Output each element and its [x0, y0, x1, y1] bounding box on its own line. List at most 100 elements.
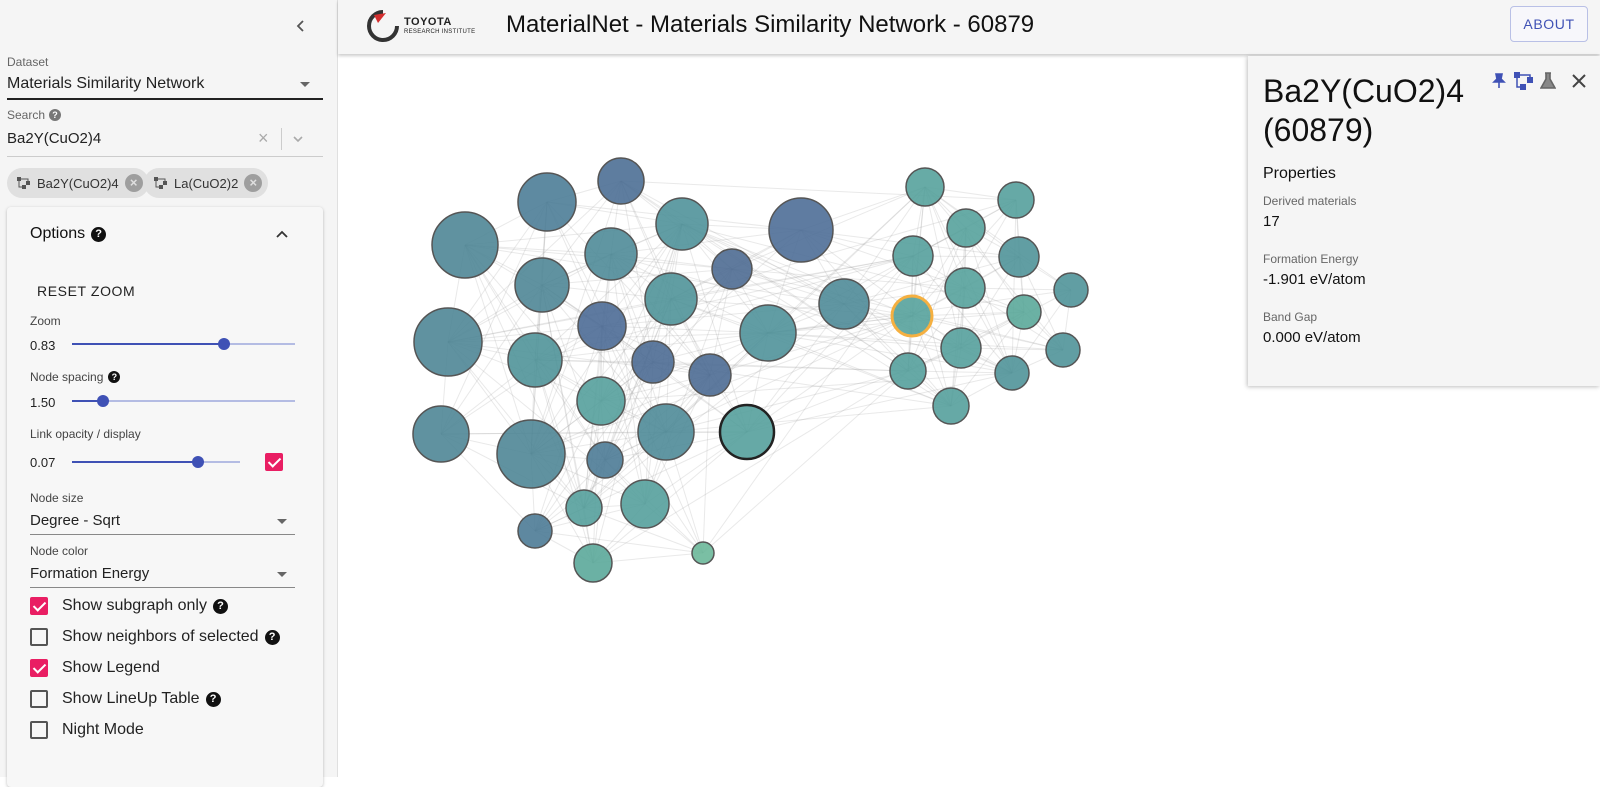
- close-icon[interactable]: [1570, 72, 1588, 90]
- detail-actions: [1490, 72, 1588, 90]
- material-node[interactable]: [597, 157, 645, 205]
- page-title: MaterialNet - Materials Similarity Netwo…: [506, 11, 1035, 38]
- material-node[interactable]: [691, 541, 715, 565]
- material-node[interactable]: [711, 248, 753, 290]
- material-node[interactable]: [1053, 272, 1089, 308]
- material-node[interactable]: [644, 272, 698, 326]
- dropdown-arrow-icon[interactable]: [277, 572, 287, 577]
- night-mode-row[interactable]: Night Mode: [30, 721, 144, 739]
- material-node[interactable]: [655, 197, 709, 251]
- material-node[interactable]: [431, 211, 499, 279]
- material-node[interactable]: [932, 387, 970, 425]
- chevron-down-icon[interactable]: [292, 134, 304, 144]
- node-size-select[interactable]: Degree - Sqrt: [30, 512, 121, 529]
- material-node[interactable]: [718, 403, 776, 461]
- material-node[interactable]: [631, 340, 675, 384]
- selected-material-node[interactable]: [890, 294, 934, 338]
- help-icon[interactable]: ?: [108, 371, 121, 383]
- about-button[interactable]: ABOUT: [1510, 6, 1588, 42]
- graph-link: [644, 298, 672, 505]
- show-lineup-row[interactable]: Show LineUp Table ?: [30, 690, 221, 708]
- show-legend-checkbox[interactable]: [30, 659, 48, 677]
- material-node[interactable]: [818, 278, 870, 330]
- material-node[interactable]: [496, 419, 566, 489]
- material-node[interactable]: [584, 227, 638, 281]
- material-node[interactable]: [688, 353, 732, 397]
- collapse-sidebar-button[interactable]: [289, 14, 313, 38]
- chip-material[interactable]: La(CuO2)2 ×: [144, 168, 269, 198]
- material-node[interactable]: [514, 257, 570, 313]
- show-subgraph-checkbox[interactable]: [30, 597, 48, 615]
- material-node[interactable]: [889, 352, 927, 390]
- show-neighbors-row[interactable]: Show neighbors of selected ?: [30, 628, 280, 646]
- zoom-slider-thumb[interactable]: [217, 338, 230, 350]
- chip-material[interactable]: Ba2Y(CuO2)4 ×: [7, 168, 149, 198]
- show-neighbors-checkbox[interactable]: [30, 628, 48, 646]
- material-node[interactable]: [576, 376, 626, 426]
- material-node[interactable]: [946, 208, 986, 248]
- material-node[interactable]: [994, 355, 1030, 391]
- material-node[interactable]: [1006, 294, 1042, 330]
- graph-link: [541, 284, 606, 461]
- link-opacity-slider-thumb[interactable]: [192, 456, 204, 468]
- graph-nodes[interactable]: [412, 157, 1089, 583]
- search-input[interactable]: Ba2Y(CuO2)4: [7, 130, 102, 147]
- help-icon[interactable]: ?: [91, 226, 107, 242]
- chip-remove-icon[interactable]: ×: [244, 174, 263, 192]
- material-node[interactable]: [412, 405, 470, 463]
- link-opacity-slider[interactable]: [72, 456, 240, 468]
- help-icon[interactable]: ?: [49, 109, 62, 121]
- node-color-select[interactable]: Formation Energy: [30, 565, 150, 582]
- material-node[interactable]: [620, 479, 670, 529]
- material-node[interactable]: [892, 235, 934, 277]
- show-legend-row[interactable]: Show Legend: [30, 659, 160, 677]
- help-icon[interactable]: ?: [264, 629, 280, 645]
- zoom-slider[interactable]: [72, 338, 295, 350]
- chip-label: La(CuO2)2: [174, 175, 239, 191]
- property-value: -1.901 eV/atom: [1263, 271, 1366, 288]
- material-node[interactable]: [739, 304, 797, 362]
- material-node[interactable]: [517, 172, 577, 232]
- material-node[interactable]: [905, 167, 945, 207]
- node-spacing-slider[interactable]: [72, 395, 295, 407]
- dropdown-arrow-icon[interactable]: [300, 82, 310, 87]
- material-node[interactable]: [517, 513, 553, 549]
- chip-remove-icon[interactable]: ×: [124, 174, 143, 192]
- link-display-checkbox[interactable]: [265, 453, 283, 471]
- help-icon[interactable]: ?: [205, 691, 221, 707]
- material-node[interactable]: [997, 181, 1035, 219]
- checkbox-label: Show Legend: [62, 659, 160, 676]
- material-node[interactable]: [998, 236, 1040, 278]
- chevron-up-icon[interactable]: [275, 229, 289, 239]
- material-node[interactable]: [577, 301, 627, 351]
- search-label: Search: [7, 108, 46, 122]
- reset-zoom-button[interactable]: RESET ZOOM: [37, 283, 136, 299]
- material-node[interactable]: [1045, 332, 1081, 368]
- material-node[interactable]: [507, 332, 563, 388]
- dropdown-arrow-icon[interactable]: [277, 519, 287, 524]
- material-node[interactable]: [573, 543, 613, 583]
- material-node[interactable]: [768, 197, 834, 263]
- pin-icon[interactable]: [1490, 72, 1508, 90]
- network-graph[interactable]: [338, 54, 1600, 777]
- material-node[interactable]: [586, 441, 624, 479]
- material-node[interactable]: [637, 403, 695, 461]
- material-node[interactable]: [565, 489, 603, 527]
- show-lineup-checkbox[interactable]: [30, 690, 48, 708]
- night-mode-checkbox[interactable]: [30, 721, 48, 739]
- graph-link: [530, 201, 548, 455]
- help-icon[interactable]: ?: [212, 598, 228, 614]
- graph-link: [600, 268, 733, 402]
- graph-link: [583, 303, 845, 509]
- show-subgraph-row[interactable]: Show subgraph only ?: [30, 597, 228, 615]
- material-node[interactable]: [413, 307, 483, 377]
- node-spacing-slider-thumb[interactable]: [97, 395, 110, 407]
- dataset-select[interactable]: Materials Similarity Network: [7, 75, 205, 92]
- subgraph-icon[interactable]: [1514, 72, 1534, 90]
- material-node[interactable]: [940, 327, 982, 369]
- options-header[interactable]: Options ?: [30, 225, 107, 243]
- material-node[interactable]: [944, 267, 986, 309]
- clear-search-icon[interactable]: ×: [258, 128, 269, 148]
- flask-icon[interactable]: [1540, 72, 1556, 90]
- material-detail-panel: Ba2Y(CuO2)4 (60879) Properties Derived m…: [1248, 56, 1600, 386]
